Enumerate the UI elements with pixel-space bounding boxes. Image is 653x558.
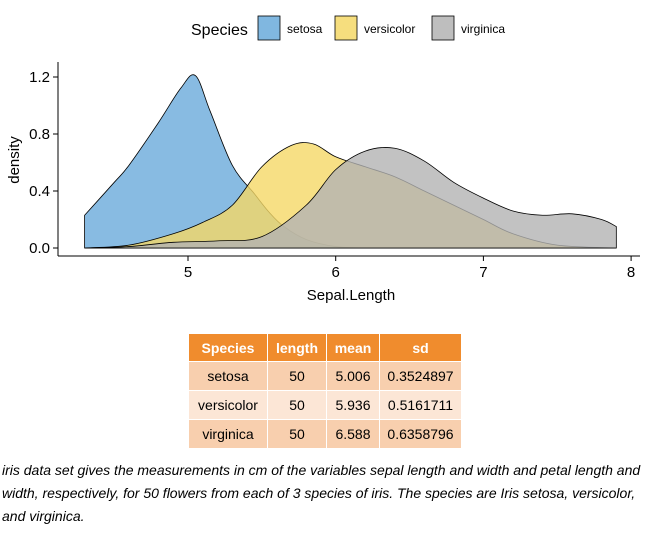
- header-mean: mean: [326, 334, 380, 362]
- header-sd: sd: [379, 334, 461, 362]
- table-cell: 5.006: [326, 361, 380, 391]
- x-axis-label: Sepal.Length: [307, 287, 395, 304]
- table-cell: 50: [267, 390, 327, 420]
- legend: Species setosa versicolor virginica: [191, 15, 505, 41]
- axes: 5 6 7 8 0.0 0.4 0.8 1.2: [29, 62, 640, 281]
- table-cell: 50: [267, 419, 327, 448]
- y-tick-label: 0.0: [29, 240, 50, 257]
- table-cell: 50: [267, 361, 327, 391]
- table-cell: virginica: [189, 419, 268, 448]
- x-tick-label: 5: [184, 264, 192, 281]
- y-tick-label: 0.8: [29, 126, 50, 143]
- header-species: Species: [189, 334, 268, 362]
- y-tick-label: 0.4: [29, 183, 50, 200]
- legend-label-versicolor: versicolor: [364, 22, 415, 36]
- x-tick-label: 7: [479, 264, 487, 281]
- table-row: versicolor 50 5.936 0.5161711: [189, 390, 461, 420]
- table-cell: setosa: [189, 361, 268, 391]
- table-cell: 0.5161711: [379, 390, 461, 420]
- table-row: virginica 50 6.588 0.6358796: [189, 419, 461, 448]
- table-cell: 5.936: [326, 390, 380, 420]
- table-header-row: Species length mean sd: [189, 334, 461, 362]
- table-cell: 6.588: [326, 419, 380, 448]
- y-tick-label: 1.2: [29, 69, 50, 86]
- table-cell: 0.3524897: [379, 361, 461, 391]
- summary-table: Species length mean sd setosa 50 5.006 0…: [189, 334, 461, 448]
- y-axis-label: density: [6, 136, 23, 184]
- density-areas: [84, 74, 617, 249]
- x-tick-label: 8: [627, 264, 635, 281]
- legend-label-virginica: virginica: [461, 22, 505, 36]
- density-chart: Species setosa versicolor virginica 5 6 7 8 0.…: [6, 15, 640, 304]
- table-cell: 0.6358796: [379, 419, 461, 448]
- legend-swatch-virginica: [431, 15, 455, 41]
- legend-title: Species: [191, 22, 248, 39]
- table-row: setosa 50 5.006 0.3524897: [189, 361, 461, 391]
- legend-label-setosa: setosa: [287, 22, 323, 36]
- legend-swatch-versicolor: [334, 15, 358, 41]
- table-cell: versicolor: [189, 390, 268, 420]
- density-area-virginica: [84, 147, 617, 249]
- caption-text: iris data set gives the measurements in …: [2, 462, 641, 524]
- legend-swatch-setosa: [257, 15, 281, 41]
- header-length: length: [267, 334, 327, 362]
- x-tick-label: 6: [332, 264, 340, 281]
